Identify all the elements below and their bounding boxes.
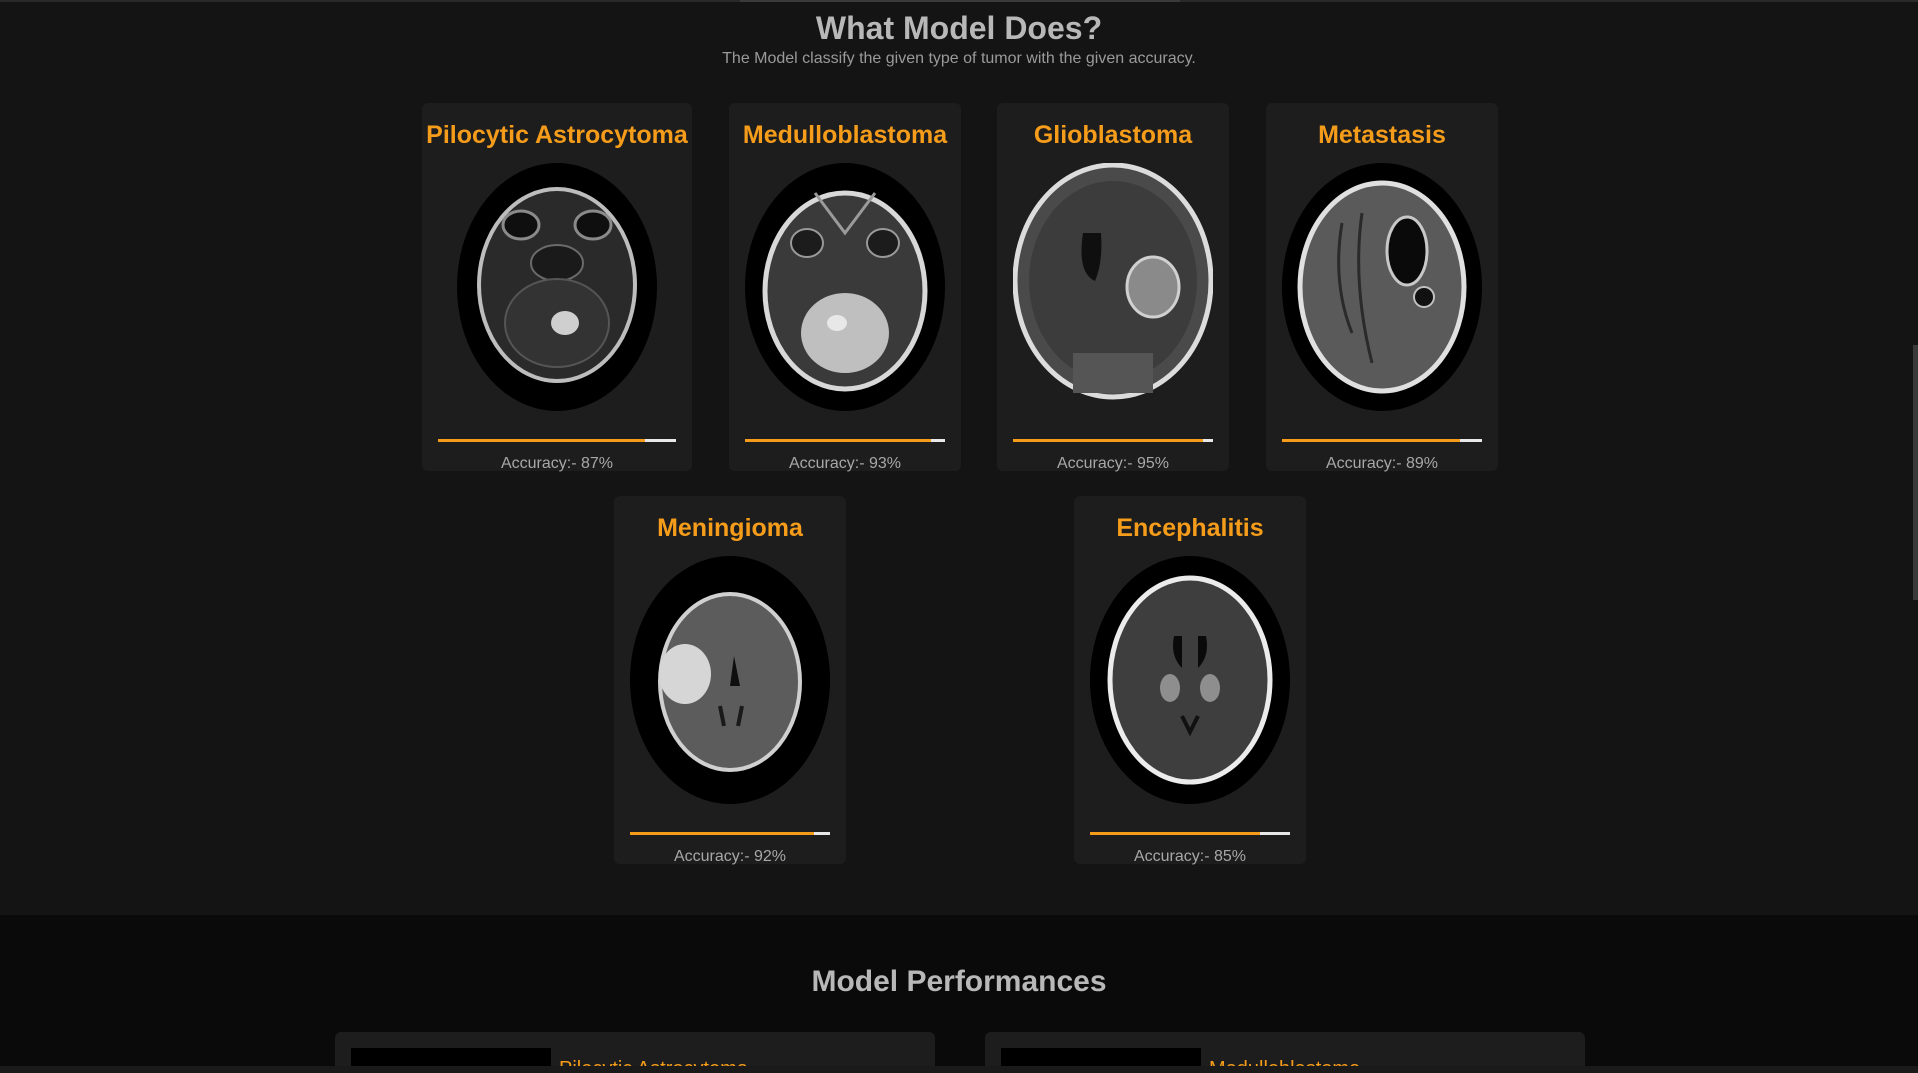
accuracy-label: Accuracy:- 93% (788, 455, 902, 472)
model-performances-title: Model Performances (811, 965, 1107, 998)
tumor-card-metastasis: Metastasis Accuracy:- 89% (1266, 103, 1498, 472)
accuracy-bar (1013, 439, 1213, 442)
card-title: Encephalitis (1116, 514, 1264, 542)
accuracy-label: Accuracy:- 92% (673, 848, 787, 865)
accuracy-bar-fill (438, 439, 646, 442)
accuracy-bar-fill (1282, 439, 1460, 442)
card-title: Medulloblastoma (742, 121, 948, 149)
accuracy-bar-fill (630, 832, 814, 835)
card-title: Pilocytic Astrocytoma (426, 121, 688, 149)
scrollbar[interactable] (1913, 345, 1918, 600)
accuracy-bar (630, 832, 830, 835)
tumor-card-pilocytic-astrocytoma: Pilocytic Astrocytoma Accuracy:- 87% (422, 103, 692, 472)
tumor-card-glioblastoma: Glioblastoma Accuracy:- 95% (997, 103, 1229, 472)
mri-scan-image (745, 163, 945, 411)
accuracy-label: Accuracy:- 85% (1133, 848, 1247, 865)
model-performances-section (0, 915, 1918, 1073)
card-title: Meningioma (657, 514, 803, 542)
mri-scan-image (1282, 163, 1482, 411)
tumor-card-encephalitis: Encephalitis Accuracy:- 85% (1074, 496, 1306, 865)
mri-scan-image (457, 163, 657, 411)
accuracy-bar-fill (745, 439, 931, 442)
tumor-card-meningioma: Meningioma Accuracy:- 92% (614, 496, 846, 865)
tumor-card-medulloblastoma: Medulloblastoma Accuracy:- 93% (729, 103, 961, 472)
mri-scan-image (1090, 556, 1290, 804)
accuracy-bar (1282, 439, 1482, 442)
mri-scan-image (630, 556, 830, 804)
accuracy-bar (745, 439, 945, 442)
card-title: Glioblastoma (1033, 121, 1193, 149)
what-model-does-title: What Model Does? (815, 10, 1103, 46)
accuracy-bar-fill (1013, 439, 1203, 442)
accuracy-bar-fill (1090, 832, 1260, 835)
accuracy-bar (438, 439, 676, 442)
card-title: Metastasis (1318, 121, 1446, 149)
top-border-highlight (740, 0, 1180, 2)
what-model-does-subtitle: The Model classify the given type of tum… (722, 50, 1196, 67)
bottom-strip (0, 1066, 1918, 1073)
accuracy-label: Accuracy:- 89% (1325, 455, 1439, 472)
accuracy-bar (1090, 832, 1290, 835)
accuracy-label: Accuracy:- 95% (1056, 455, 1170, 472)
accuracy-label: Accuracy:- 87% (500, 455, 614, 472)
mri-scan-image (1013, 163, 1213, 411)
